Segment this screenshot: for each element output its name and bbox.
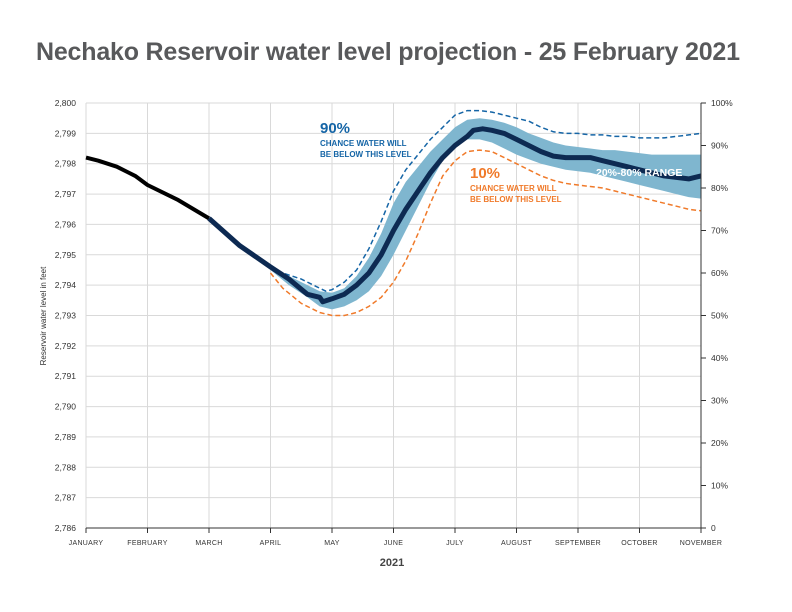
x-tick-label: JANUARY — [69, 540, 104, 547]
x-tick-label: NOVEMBER — [680, 540, 722, 547]
y-tick-label: 2,791 — [55, 371, 77, 381]
y2-tick-label: 20% — [711, 438, 728, 448]
y2-tick-label: 60% — [711, 268, 728, 278]
y2-tick-label: 10% — [711, 481, 728, 491]
y-tick-label: 2,797 — [55, 189, 77, 199]
series-lines — [85, 109, 702, 317]
p90-label-line2: BE BELOW THIS LEVEL — [320, 150, 412, 159]
x-tick-label: JUNE — [384, 540, 404, 547]
y-tick-label: 2,798 — [55, 159, 77, 169]
y-tick-label: 2,789 — [55, 432, 77, 442]
x-tick-label: FEBRUARY — [127, 540, 167, 547]
y-axis-label: Reservoir water level in feet — [39, 266, 48, 365]
y2-tick-label: 40% — [711, 353, 728, 363]
p10-label-line1: CHANCE WATER WILL — [470, 184, 557, 193]
y-tick-label: 2,787 — [55, 493, 77, 503]
y-tick-label: 2,786 — [55, 523, 77, 533]
y-tick-label: 2,790 — [55, 402, 77, 412]
y2-tick-label: 80% — [711, 183, 728, 193]
y-tick-label: 2,799 — [55, 128, 77, 138]
annotations: 90% CHANCE WATER WILL BE BELOW THIS LEVE… — [320, 120, 682, 204]
p10-label-line2: BE BELOW THIS LEVEL — [470, 195, 562, 204]
y-tick-label: 2,795 — [55, 250, 77, 260]
p10-percent: 10% — [470, 165, 500, 182]
y2-tick-label: 0 — [711, 523, 716, 533]
median-line — [207, 126, 702, 305]
y2-tick-label: 30% — [711, 396, 728, 406]
y2-tick-label: 50% — [711, 311, 728, 321]
y-tick-label: 2,796 — [55, 219, 77, 229]
history-line — [85, 155, 211, 221]
y-tick-label: 2,793 — [55, 311, 77, 321]
y2-tick-label: 70% — [711, 226, 728, 236]
x-tick-label: SEPTEMBER — [555, 540, 601, 547]
axes: 2,786 2,787 2,788 2,789 2,790 2,791 2,792 2,793… — [55, 98, 733, 547]
x-tick-label: JULY — [446, 540, 464, 547]
x-tick-label: APRIL — [260, 540, 282, 547]
chart-title: Nechako Reservoir water level projection… — [36, 38, 740, 66]
p10-line — [269, 149, 702, 317]
p90-label-line1: CHANCE WATER WILL — [320, 139, 407, 148]
y-tick-label: 2,788 — [55, 462, 77, 472]
y-tick-label: 2,794 — [55, 280, 77, 290]
band-range-label: 20%-80% RANGE — [596, 167, 682, 179]
y2-tick-label: 100% — [711, 98, 733, 108]
x-axis-label: 2021 — [380, 557, 404, 569]
x-tick-label: AUGUST — [501, 540, 532, 547]
x-tick-label: MAY — [324, 540, 340, 547]
x-tick-label: MARCH — [195, 540, 222, 547]
p90-percent: 90% — [320, 120, 350, 137]
y2-tick-label: 90% — [711, 141, 728, 151]
x-tick-label: OCTOBER — [621, 540, 658, 547]
p90-line — [270, 109, 702, 292]
y-tick-label: 2,792 — [55, 341, 77, 351]
y-tick-label: 2,800 — [55, 98, 77, 108]
